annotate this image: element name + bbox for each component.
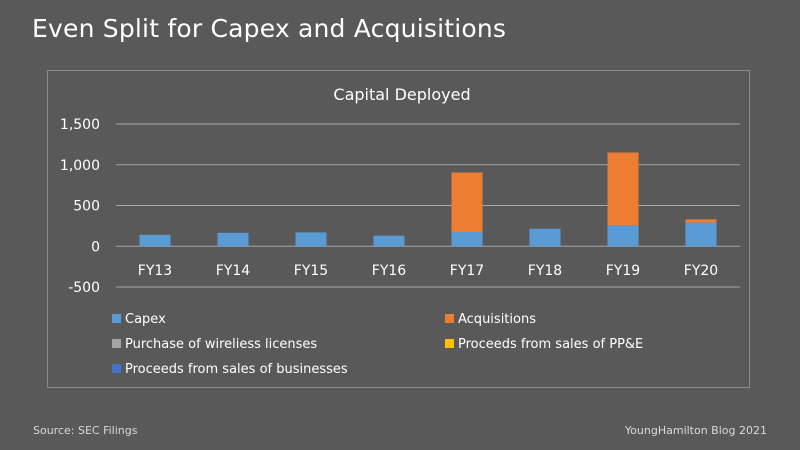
legend-label: Capex — [125, 312, 166, 327]
x-tick-label: FY14 — [216, 263, 251, 279]
bar-capex-fy19 — [607, 225, 639, 247]
legend-swatch — [112, 339, 121, 348]
bar-acquisitions-fy19 — [607, 152, 639, 226]
bar-acquisitions-fy20 — [685, 219, 717, 223]
y-tick-label: 1,500 — [60, 117, 100, 133]
legend-swatch — [445, 339, 454, 348]
bar-capex-fy16 — [373, 235, 405, 247]
legend-swatch — [445, 314, 454, 323]
x-tick-label: FY19 — [606, 263, 640, 279]
bar-capex-fy14 — [217, 232, 249, 247]
bar-capex-fy13 — [139, 234, 171, 247]
legend-swatch — [112, 364, 121, 373]
slide-title: Even Split for Capex and Acquisitions — [32, 14, 507, 43]
x-tick-label: FY15 — [294, 263, 328, 279]
legend-label: Acquisitions — [458, 312, 536, 327]
legend-label: Proceeds from sales of PP&E — [458, 337, 643, 352]
x-tick-label: FY16 — [372, 263, 407, 279]
chart-area: Capital Deployed -500 0 500 1,000 1,500 FY13… — [47, 70, 750, 388]
bar-capex-fy18 — [529, 228, 561, 247]
bar-capex-fy20 — [685, 222, 717, 247]
legend-label: Proceeds from sales of businesses — [125, 362, 348, 377]
x-tick-label: FY17 — [450, 263, 484, 279]
bar-capex-fy17 — [451, 231, 483, 247]
bar-capex-fy15 — [295, 232, 327, 247]
y-tick-label: 500 — [73, 199, 100, 215]
capital-deployed-chart: Capital Deployed -500 0 500 1,000 1,500 FY13… — [60, 85, 740, 377]
legend-swatch — [112, 314, 121, 323]
source-note: Source: SEC Filings — [33, 424, 138, 437]
y-tick-label: 1,000 — [60, 158, 100, 174]
y-tick-label: 0 — [91, 239, 100, 255]
x-tick-label: FY18 — [528, 263, 562, 279]
bar-acquisitions-fy17 — [451, 172, 483, 232]
x-tick-label: FY20 — [684, 263, 718, 279]
y-tick-label: -500 — [68, 280, 100, 296]
legend-label: Purchase of wireliess licenses — [125, 337, 317, 352]
credit-note: YoungHamilton Blog 2021 — [624, 424, 767, 437]
x-tick-label: FY13 — [138, 263, 172, 279]
chart-title: Capital Deployed — [333, 85, 470, 104]
